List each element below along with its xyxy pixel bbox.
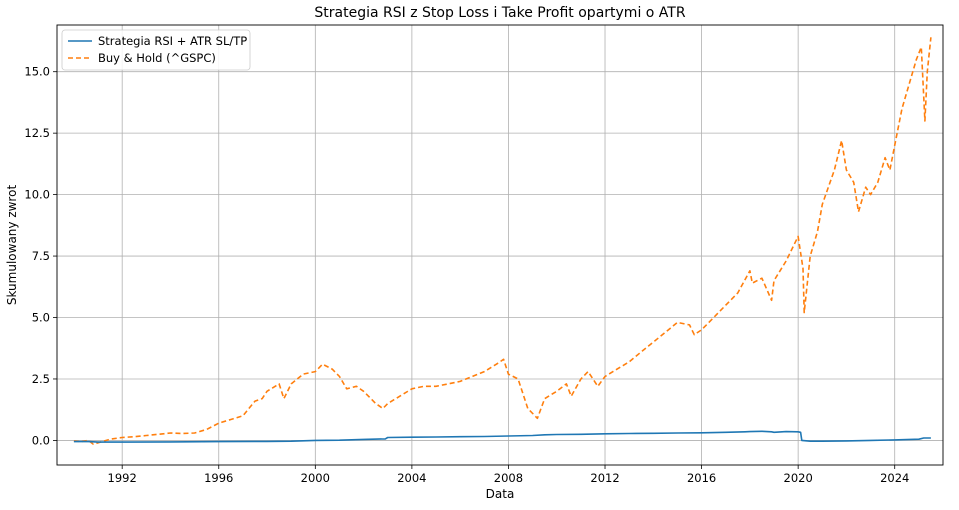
series-layer (73, 37, 932, 445)
x-tick-label: 1992 (108, 471, 137, 485)
x-tick-label: 2020 (784, 471, 813, 485)
x-tick-label: 1996 (204, 471, 233, 485)
x-tick-label: 2004 (397, 471, 426, 485)
x-tick-label: 2008 (494, 471, 523, 485)
x-tick-label: 2024 (880, 471, 909, 485)
y-tick-label: 7.5 (32, 249, 50, 263)
y-tick-label: 0.0 (32, 433, 50, 447)
x-tick-label: 2016 (687, 471, 716, 485)
grid (57, 25, 943, 465)
x-tick-label: 2012 (590, 471, 619, 485)
axis-ticks: 1992 1996 2000 2004 2008 2012 2016 2020 2024 0.0 2… (24, 65, 909, 485)
y-tick-label: 15.0 (24, 65, 50, 79)
y-tick-label: 10.0 (24, 188, 50, 202)
chart-title: Strategia RSI z Stop Loss i Take Profit … (314, 5, 685, 21)
y-tick-label: 12.5 (24, 126, 50, 140)
y-tick-label: 5.0 (32, 311, 50, 325)
series-line-strategy (73, 430, 931, 443)
x-axis-label: Data (486, 487, 515, 501)
y-axis-label: Skumulowany zwrot (5, 185, 19, 306)
legend-box (61, 29, 251, 71)
legend-label-strategy: Strategia RSI + ATR SL/TP (98, 34, 247, 48)
x-tick-label: 2000 (301, 471, 330, 485)
series-line-buy-hold (73, 37, 932, 445)
y-tick-label: 2.5 (32, 372, 50, 386)
legend-label-buy-hold: Buy & Hold (^GSPC) (98, 51, 216, 65)
legend: Strategia RSI + ATR SL/TP Buy & Hold (^G… (61, 29, 251, 71)
plot-area-frame (56, 24, 944, 466)
